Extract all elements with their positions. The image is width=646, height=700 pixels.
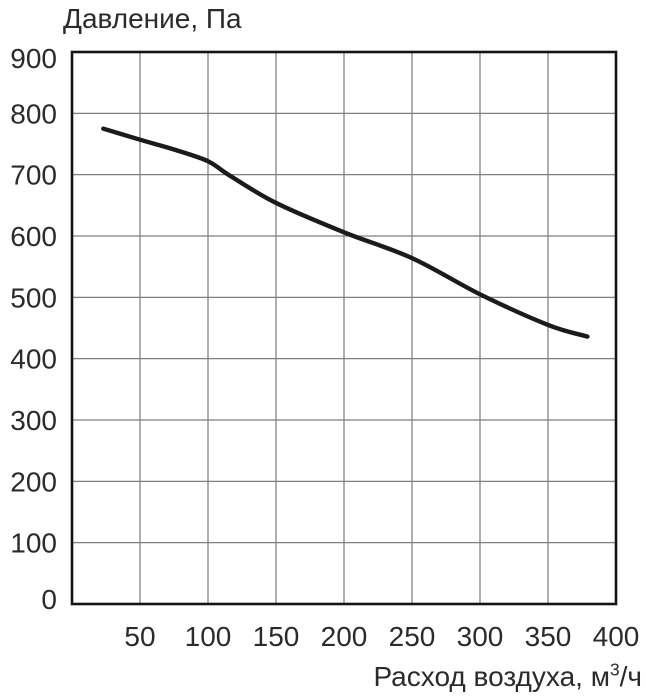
y-axis-tick-label: 600	[10, 221, 57, 252]
x-axis-title: Расход воздуха, м3/ч	[373, 661, 642, 693]
x-axis-tick-label: 400	[593, 621, 640, 652]
x-axis-tick-label: 50	[124, 621, 155, 652]
pressure-vs-airflow-curve	[101, 126, 590, 339]
x-axis-title-text: Расход воздуха, м	[373, 661, 610, 692]
x-axis-title-unit: /ч	[619, 661, 642, 692]
x-axis-tick-label: 250	[389, 621, 436, 652]
y-axis-tick-label: 800	[10, 98, 57, 129]
x-axis-title-superscript: 3	[609, 659, 620, 680]
y-axis-tick-label: 400	[10, 344, 57, 375]
y-axis-tick-label: 100	[10, 528, 57, 559]
x-axis-tick-label: 100	[185, 621, 232, 652]
y-axis-tick-label: 200	[10, 466, 57, 497]
x-axis-tick-label: 200	[321, 621, 368, 652]
plot-border	[70, 50, 618, 606]
y-axis-tick-label: 700	[10, 160, 57, 191]
y-axis-tick-label: 0	[41, 584, 57, 615]
y-axis-tick-label: 300	[10, 405, 57, 436]
x-axis-tick-label: 150	[253, 621, 300, 652]
x-axis-tick-label: 350	[525, 621, 572, 652]
x-axis-tick-label: 300	[457, 621, 504, 652]
y-axis-tick-label: 900	[10, 43, 57, 74]
y-axis-tick-label: 500	[10, 282, 57, 313]
y-axis-title: Давление, Па	[63, 3, 242, 34]
